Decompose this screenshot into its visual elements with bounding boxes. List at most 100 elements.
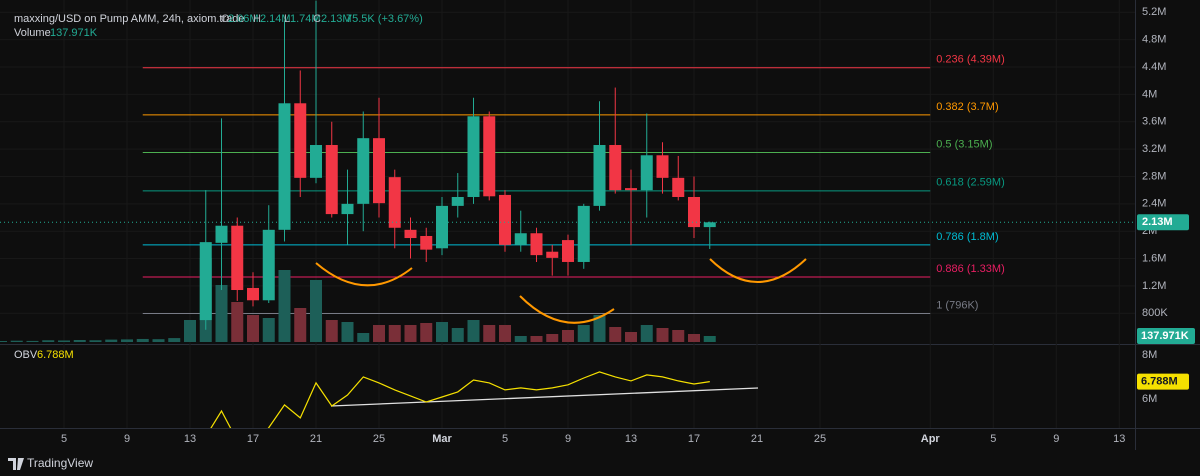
volume-bar [247,315,259,342]
y-tick-label: 4.8M [1142,34,1166,46]
y-tick-label: 6M [1142,393,1157,405]
volume-bar [10,340,23,342]
volume-value: 137.971K [50,27,98,39]
volume-bar [436,322,448,342]
volume-bar [278,270,291,342]
volume-bar [0,341,7,342]
candle-body [625,188,637,191]
volume-bar [73,340,86,342]
candle-body [294,103,307,178]
candle-body [247,287,259,301]
volume-bar [672,330,685,342]
candle-body [530,233,543,256]
x-tick-label: 13 [1113,433,1125,445]
volume-bar [451,328,464,342]
x-tick-label: Mar [432,433,452,445]
x-tick-label: 9 [565,433,571,445]
volume-bar [404,325,417,342]
arc [315,262,413,287]
logo [8,458,24,470]
volume-bar [357,333,370,342]
candle-body [373,138,385,204]
last-obv-label: 6.788M [1141,375,1178,387]
volume-bar [42,340,55,342]
candle-body [609,145,622,191]
volume-bar [136,338,149,342]
x-tick-label: 5 [502,433,508,445]
x-tick-label: 13 [184,433,196,445]
candle-body [514,233,527,245]
candle-body [562,240,574,262]
y-tick-label: 1.2M [1142,280,1166,292]
ohlc-value: 1.74M [290,13,321,25]
x-tick-label: 25 [373,433,385,445]
candle-body [278,103,291,230]
annotations [315,258,807,324]
x-tick-label: 25 [814,433,826,445]
fib-label: 0.5 (3.15M) [936,138,992,150]
candle-body [672,177,685,197]
candle-body [404,229,417,239]
trend-line [330,387,759,407]
legend: maxxing/USD on Pump AMM, 24h, axiom.trad… [14,13,423,361]
volume-bar [420,323,433,342]
obv-title: OBV [14,349,38,361]
volume-bar [546,334,559,342]
ohlc-value: 2.06M [228,13,259,25]
ohlc-key: H [253,13,261,25]
y-tick-label: 800K [1142,307,1168,319]
x-tick-label: 17 [247,433,259,445]
volume-bar [105,339,118,342]
x-tick-label: Apr [921,433,941,445]
volume-title: Volume [14,27,51,39]
candle-body [231,225,244,291]
volume-bar [231,302,244,342]
candle-body [703,222,716,228]
x-tick-label: 5 [990,433,996,445]
candle-body [325,145,338,215]
volume-bar [467,320,480,342]
y-tick-label: 2.4M [1142,198,1166,210]
candle-body [357,138,370,204]
candle-body [483,116,496,197]
y-tick-label: 5.2M [1142,6,1166,18]
volume-bar [168,338,181,342]
volume-bar [483,325,496,342]
volume-bar [609,327,622,342]
last-volume-label: 137.971K [1141,330,1189,342]
x-tick-label: 9 [1053,433,1059,445]
candle-body [451,196,464,206]
volume-bar [562,330,574,342]
last-price-label: 2.13M [1142,216,1173,228]
fib-label: 0.886 (1.33M) [936,263,1004,275]
y-tick-label: 2.8M [1142,170,1166,182]
arc [709,258,807,283]
footer: TradingView [8,456,93,470]
x-tick-label: 13 [625,433,637,445]
y-tick-label: 3.2M [1142,143,1166,155]
candle-body [688,196,700,228]
axes: 5 9 13 17 21 25 Mar 5 9 13 17 21 25 Apr 5 9 13 800K 1.2M 1.… [61,6,1195,445]
brand: TradingView [27,456,93,470]
candle-body [640,155,653,191]
ohlc-key: O [221,13,230,25]
x-tick-label: 5 [61,433,67,445]
y-tick-label: 1.6M [1142,252,1166,264]
volume-bar [640,325,653,342]
candle-body [593,145,606,206]
x-tick-label: 17 [688,433,700,445]
ohlc-value: 2.13M [321,13,352,25]
change: 75.5K (+3.67%) [346,13,423,25]
volume-bar [656,328,669,342]
volume-bar [89,340,102,342]
x-tick-label: 21 [310,433,322,445]
volume-bar [625,332,637,342]
last-obv-box [1137,373,1189,390]
volume-bar [325,320,338,342]
volume-bar [688,334,700,342]
volume-bar [26,340,39,342]
candle-body [341,203,354,215]
